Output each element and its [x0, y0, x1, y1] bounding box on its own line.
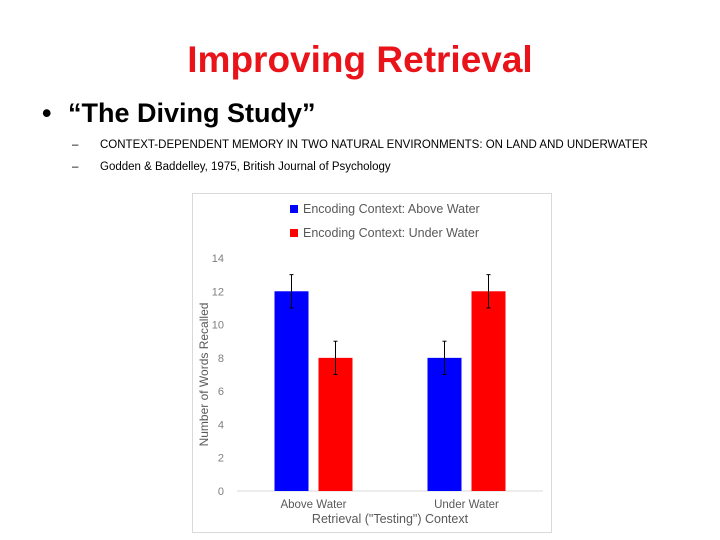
sub-bullet-text: Godden & Baddelley, 1975, British Journa…: [100, 161, 391, 173]
y-tick-label: 4: [218, 419, 224, 431]
slide-title: Improving Retrieval: [187, 39, 533, 80]
x-tick-label: Under Water: [434, 499, 499, 511]
y-tick-label: 0: [218, 486, 224, 498]
sub-bullet-item: – CONTEXT-DEPENDENT MEMORY IN TWO NATURAL…: [72, 134, 648, 156]
legend-label: Encoding Context: Above Water: [303, 202, 480, 216]
bullet-item: • “The Diving Study”: [42, 96, 316, 130]
bullet-text: “The Diving Study”: [68, 98, 316, 128]
bar: [318, 357, 353, 491]
dash-icon: –: [72, 161, 79, 173]
bar: [427, 357, 462, 491]
sub-bullet-list: – CONTEXT-DEPENDENT MEMORY IN TWO NATURAL…: [72, 134, 648, 178]
x-axis-label: Retrieval ("Testing") Context: [312, 512, 469, 526]
y-tick-label: 6: [218, 386, 224, 398]
legend-label: Encoding Context: Under Water: [303, 226, 479, 240]
y-tick-label: 8: [218, 353, 224, 365]
y-axis-label: Number of Words Recalled: [197, 303, 211, 447]
y-tick-label: 10: [212, 320, 224, 332]
bar: [274, 291, 309, 491]
sub-bullet-text: CONTEXT-DEPENDENT MEMORY IN TWO NATURAL …: [100, 139, 648, 151]
y-tick-label: 12: [212, 286, 224, 298]
y-tick-label: 2: [218, 453, 224, 465]
bar: [471, 291, 506, 491]
bullet-icon: •: [42, 98, 52, 128]
legend-swatch: [290, 229, 298, 237]
y-tick-label: 14: [212, 253, 224, 265]
x-tick-label: Above Water: [280, 499, 346, 511]
chart-svg: Encoding Context: Above Water Encoding Co…: [197, 202, 543, 526]
sub-bullet-item: – Godden & Baddelley, 1975, British Journ…: [72, 156, 648, 178]
dash-icon: –: [72, 139, 79, 151]
bar-chart: Encoding Context: Above Water Encoding Co…: [192, 193, 552, 533]
legend-swatch: [290, 205, 298, 213]
